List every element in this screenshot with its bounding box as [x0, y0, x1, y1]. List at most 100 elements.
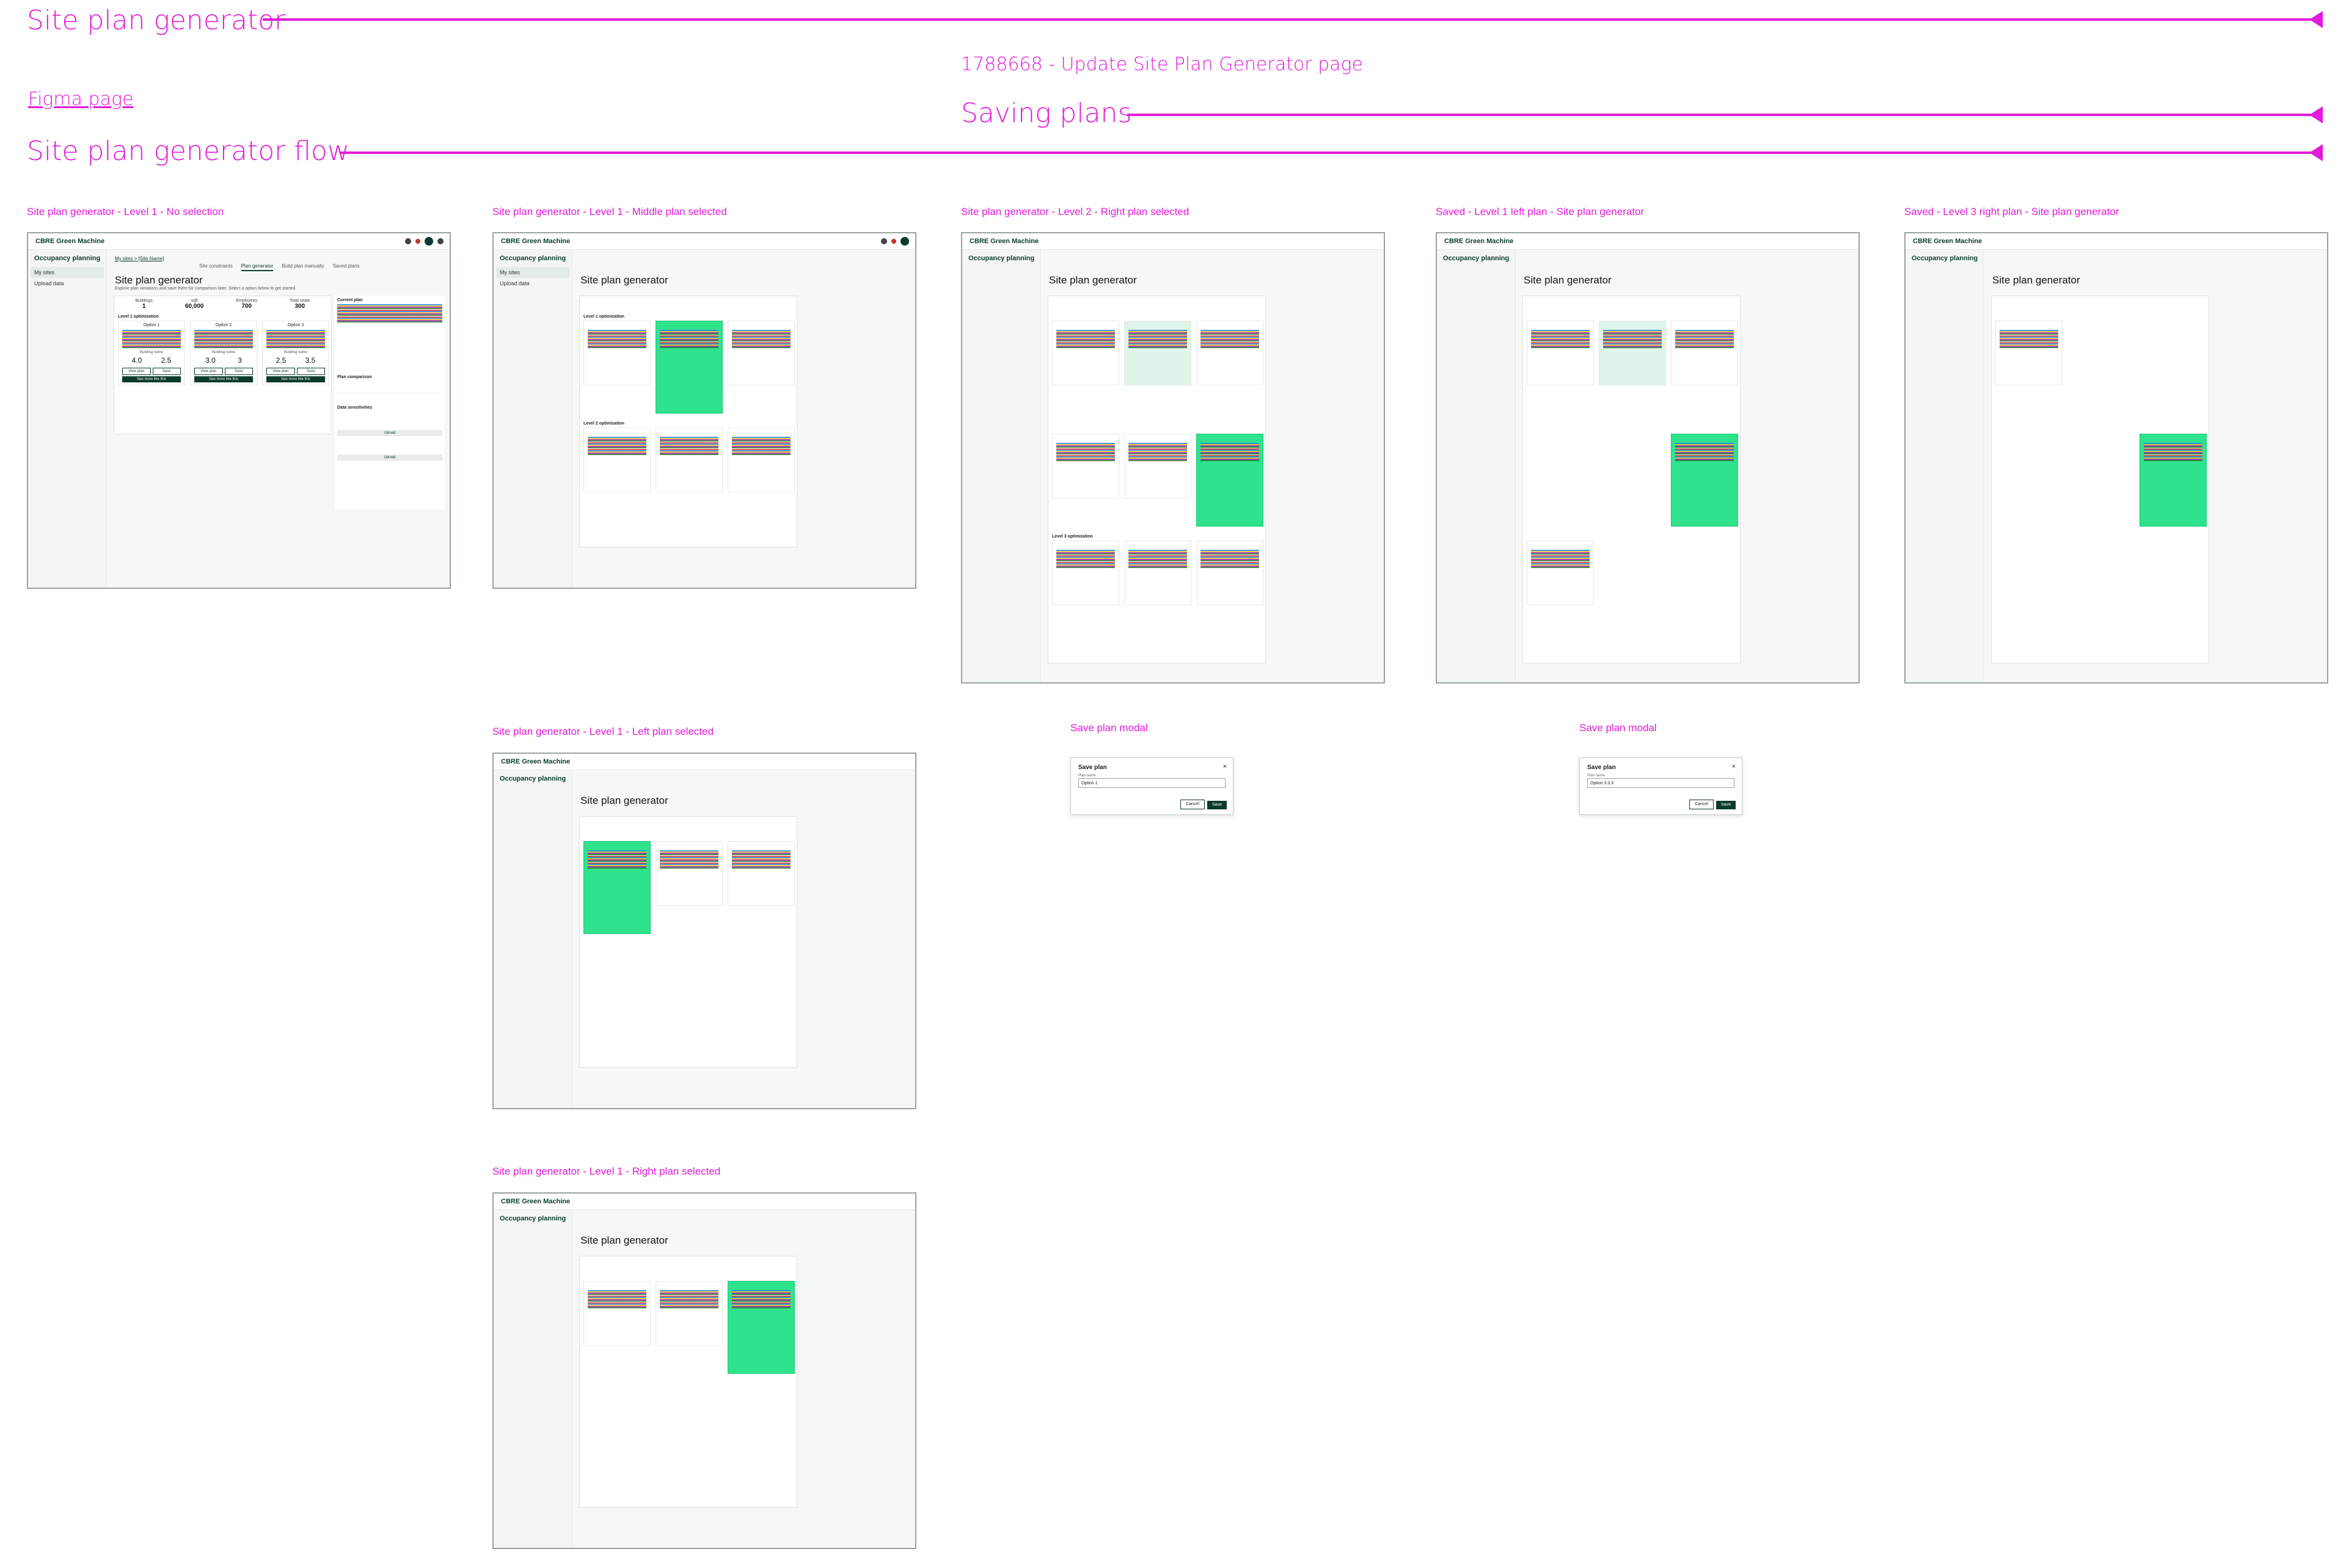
option-card-2-3[interactable]	[728, 428, 795, 492]
option-card-2[interactable]: Option 2 Building name 3.0 3 View plan Sav…	[190, 321, 257, 385]
frame-label-4: Saved - Level 1 left plan - Site plan ge…	[1436, 206, 1645, 217]
option-card-3[interactable]	[728, 841, 795, 906]
plan-thumbnail	[588, 330, 646, 348]
frame-label-7: Save plan modal	[1070, 722, 1148, 734]
save-button[interactable]: Save	[1716, 801, 1736, 809]
option-card-2-selected[interactable]	[656, 321, 723, 414]
sidebar-item-my-sites[interactable]: My sites	[496, 267, 569, 278]
tab-site-constraints[interactable]: Site constraints	[199, 263, 233, 269]
option-card-1[interactable]	[1052, 321, 1119, 385]
frame-label-2: Site plan generator - Level 1 - Middle p…	[492, 206, 727, 217]
option-card-2-2[interactable]	[1124, 434, 1191, 498]
option-card-1-selected[interactable]	[583, 841, 651, 934]
tab-build-plan-manually[interactable]: Build plan manually	[282, 263, 324, 269]
see-more-button[interactable]: See more like this	[122, 376, 181, 382]
figma-page-link[interactable]: Figma page	[28, 89, 134, 110]
saving-plans-arrow	[1127, 106, 2323, 123]
current-plan-thumbnail	[337, 304, 442, 323]
option-card-2-3-selected[interactable]	[1671, 434, 1738, 527]
options-panel	[579, 816, 797, 1068]
title-arrow	[263, 11, 2323, 28]
option-card-1[interactable]	[1995, 321, 2063, 385]
save-button[interactable]: Save	[296, 368, 325, 375]
sidebar-item-upload-data[interactable]: Upload data	[34, 280, 64, 286]
tab-plan-generator[interactable]: Plan generator	[241, 263, 274, 271]
option-card-2[interactable]	[1599, 321, 1666, 385]
breadcrumb[interactable]: My sites > [Site Name]	[115, 256, 164, 261]
menu-icon[interactable]	[437, 238, 444, 244]
sidebar: Occupancy planning	[962, 250, 1041, 682]
save-button[interactable]: Save	[152, 368, 181, 375]
option-card-3-selected[interactable]	[728, 1281, 795, 1374]
screen-title: Site plan generator	[580, 795, 668, 806]
option-card-1[interactable]	[583, 1281, 651, 1346]
metric-buildings: Buildings 1	[135, 299, 153, 310]
screen-level1-left-selected: CBRE Green Machine Occupancy planning Si…	[492, 753, 916, 1109]
gear-icon[interactable]	[405, 238, 411, 244]
option-card-2-3-1[interactable]	[1527, 541, 1594, 605]
sidebar: Occupancy planning	[494, 770, 572, 1108]
floors: 2.5	[161, 356, 172, 365]
flow-title: Site plan generator flow	[27, 136, 349, 167]
current-plan-panel: Current plan Plan comparison Data sensit…	[335, 296, 445, 509]
plan-thumbnail	[1128, 443, 1187, 461]
save-button[interactable]: Save	[1207, 801, 1227, 809]
plan-thumbnail	[732, 330, 791, 348]
view-plan-button[interactable]: View plan	[122, 368, 151, 375]
plan-name-input[interactable]: Option 1	[1078, 778, 1226, 788]
option-card-2-3-2[interactable]	[1124, 541, 1191, 605]
site-metrics: Buildings 1 sqft 60,000 Employees 700 Total…	[119, 299, 326, 310]
screen-level1-right-selected: CBRE Green Machine Occupancy planning Si…	[492, 1192, 916, 1549]
sidebar-title: Occupancy planning	[968, 255, 1035, 262]
option-card-3[interactable]	[1671, 321, 1738, 385]
option-card-2-3-selected[interactable]	[2140, 434, 2207, 527]
notification-icon[interactable]	[891, 239, 896, 244]
option-card-3[interactable]: Option 3 Building name 2.5 3.5 View plan S…	[262, 321, 329, 385]
data-sensitivities-title: Data sensitivities	[337, 406, 373, 410]
view-plan-button[interactable]: View plan	[266, 368, 295, 375]
option-card-3[interactable]	[1196, 321, 1263, 385]
close-icon[interactable]: ×	[1222, 763, 1227, 770]
see-more-button[interactable]: See more like this	[266, 376, 325, 382]
notification-icon[interactable]	[415, 239, 420, 244]
save-button[interactable]: Save	[224, 368, 253, 375]
gear-icon[interactable]	[881, 238, 887, 244]
sidebar-item-my-sites[interactable]: My sites	[31, 267, 104, 278]
screen-saved-level3-right: CBRE Green Machine Occupancy planning Si…	[1904, 232, 2328, 684]
cancel-button[interactable]: Cancel	[1180, 800, 1205, 809]
avatar[interactable]	[901, 237, 909, 246]
see-more-button[interactable]: See more like this	[194, 376, 253, 382]
cancel-button[interactable]: Cancel	[1689, 800, 1714, 809]
avatar[interactable]	[425, 237, 433, 246]
close-icon[interactable]: ×	[1731, 763, 1736, 770]
upload-button[interactable]: Upload	[337, 454, 442, 461]
option-card-1[interactable]	[583, 321, 651, 385]
tab-saved-plans[interactable]: Saved plans	[332, 263, 360, 269]
plan-name-input[interactable]: Option 3.3.3	[1587, 778, 1734, 788]
option-card-2-3-3[interactable]	[1196, 541, 1263, 605]
main-content: Site plan generator	[573, 1210, 915, 1548]
option-card-3[interactable]	[728, 321, 795, 385]
option-card-2[interactable]	[1124, 321, 1191, 385]
level3-label: Level 3 optimization	[1052, 534, 1093, 539]
option-card-1[interactable]	[1527, 321, 1594, 385]
upload-button[interactable]: Upload	[337, 430, 442, 436]
sidebar-item-upload-data[interactable]: Upload data	[500, 280, 530, 286]
saving-plans-title: Saving plans	[961, 98, 1132, 129]
options-panel	[1522, 296, 1741, 663]
sidebar: Occupancy planning My sites Upload data	[28, 250, 107, 588]
view-plan-button[interactable]: View plan	[194, 368, 223, 375]
screen-title: Site plan generator	[580, 274, 668, 286]
main-content: Site plan generator Level 3 optimization	[1042, 250, 1384, 682]
sidebar-title: Occupancy planning	[34, 255, 101, 262]
option-title: Option 2	[215, 323, 232, 327]
option-card-2-3-selected[interactable]	[1196, 434, 1263, 527]
option-card-1[interactable]: Option 1 Building name 4.0 2.5 View plan S…	[118, 321, 185, 385]
option-card-2-1[interactable]	[583, 428, 651, 492]
option-card-2[interactable]	[656, 1281, 723, 1346]
option-card-2-1[interactable]	[1052, 434, 1119, 498]
option-card-2-2[interactable]	[656, 428, 723, 492]
option-card-2-3-1[interactable]	[1052, 541, 1119, 605]
option-card-2[interactable]	[656, 841, 723, 906]
level1-label: Level 1 optimization	[583, 315, 624, 319]
